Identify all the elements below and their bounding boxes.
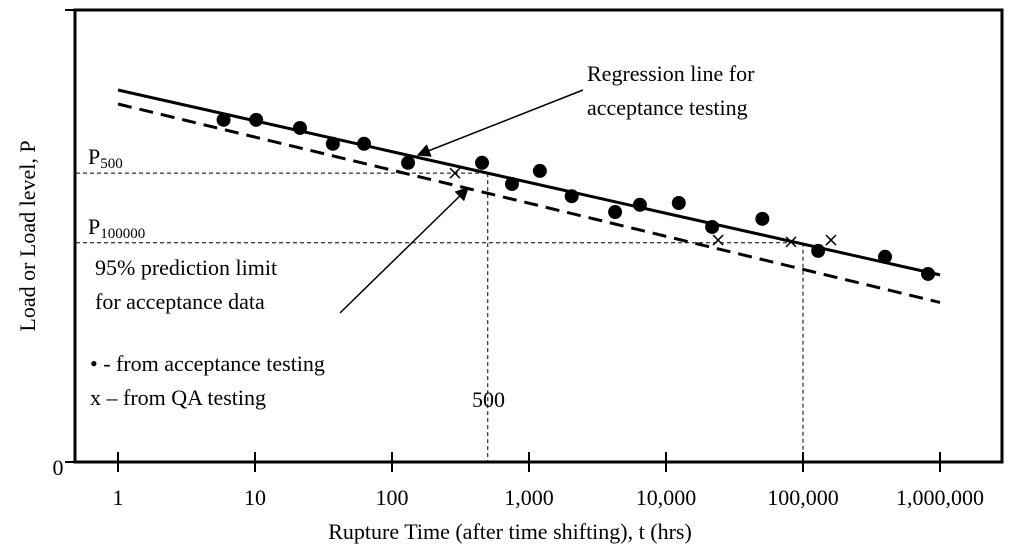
- annotation: for acceptance data: [95, 289, 265, 314]
- x-tick-label: 1,000,000: [896, 485, 984, 510]
- point-stroke: [785, 236, 797, 248]
- point: [811, 243, 826, 258]
- reference-label-main: P: [88, 214, 100, 239]
- legend-label: x – from QA testing: [90, 385, 266, 410]
- point: [504, 177, 519, 192]
- y-axis-label: Load or Load level, P: [15, 140, 40, 331]
- reference-value-label: 500: [472, 387, 505, 412]
- point: [785, 236, 797, 248]
- point: [249, 112, 264, 127]
- point: [825, 234, 837, 246]
- regression-line: [117, 102, 941, 304]
- point: [671, 196, 686, 211]
- reference-label-main: P: [88, 144, 100, 169]
- reference-label: P500: [88, 144, 123, 172]
- point: [878, 249, 893, 264]
- point: [712, 234, 724, 246]
- point: [475, 155, 490, 170]
- reference-label: P100000: [88, 214, 145, 242]
- point: [755, 211, 770, 226]
- point: [357, 136, 372, 151]
- annotation-arrow: [339, 187, 469, 314]
- annotation: Regression line for: [587, 61, 755, 86]
- point: [608, 205, 623, 220]
- point: [632, 197, 647, 212]
- point: [325, 136, 340, 151]
- point-stroke: [712, 234, 724, 246]
- annotation-arrow: [416, 89, 584, 157]
- plot-frame: [73, 8, 1004, 464]
- point-stroke: [825, 234, 837, 246]
- x-tick-label: 10: [244, 485, 266, 510]
- point: [705, 219, 720, 234]
- x-tick-label: 10,000: [636, 485, 697, 510]
- point: [564, 189, 579, 204]
- y-tick-label: 0: [53, 455, 64, 480]
- point-stroke: [449, 167, 461, 179]
- reference-label-sub: 500: [100, 157, 123, 173]
- point: [532, 163, 547, 178]
- annotation: 95% prediction limit: [95, 255, 277, 280]
- x-tick-label: 100,000: [767, 485, 839, 510]
- point: [449, 167, 461, 179]
- annotation: acceptance testing: [587, 95, 748, 120]
- reference-label-sub: 100000: [100, 226, 145, 242]
- x-tick-label: 1: [113, 485, 124, 510]
- point: [401, 155, 416, 170]
- x-tick-label: 1,000: [504, 485, 554, 510]
- point: [216, 112, 231, 127]
- point: [921, 266, 936, 281]
- x-tick-label: 100: [376, 485, 409, 510]
- legend-label: • - from acceptance testing: [90, 351, 325, 376]
- x-axis-label: Rupture Time (after time shifting), t (h…: [328, 519, 692, 544]
- point: [292, 120, 307, 135]
